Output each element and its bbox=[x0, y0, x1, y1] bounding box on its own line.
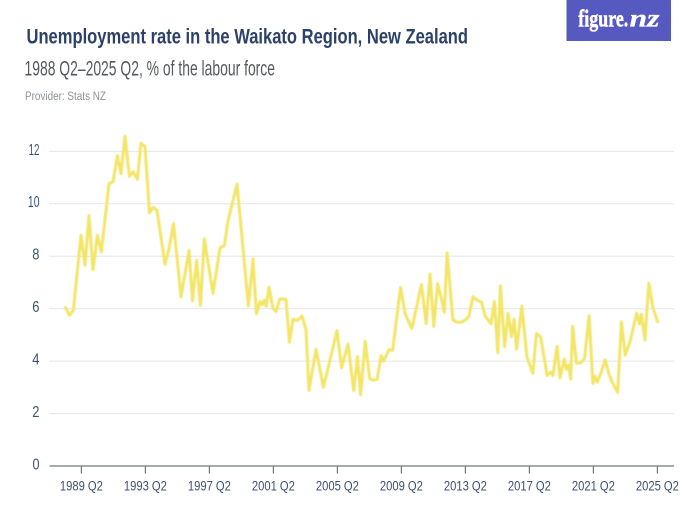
svg-text:figure.: figure. bbox=[578, 7, 628, 33]
svg-text:0: 0 bbox=[33, 456, 40, 473]
svg-text:2021 Q2: 2021 Q2 bbox=[572, 479, 615, 495]
svg-text:nz: nz bbox=[630, 6, 660, 33]
svg-text:2025 Q2: 2025 Q2 bbox=[636, 479, 679, 495]
svg-text:1988 Q2–2025 Q2, % of the labo: 1988 Q2–2025 Q2, % of the labour force bbox=[25, 57, 276, 80]
svg-text:2: 2 bbox=[32, 404, 39, 421]
svg-text:2005 Q2: 2005 Q2 bbox=[316, 479, 359, 495]
svg-text:2009 Q2: 2009 Q2 bbox=[380, 479, 423, 495]
svg-text:4: 4 bbox=[32, 352, 40, 369]
svg-text:6: 6 bbox=[32, 299, 39, 316]
svg-text:8: 8 bbox=[32, 247, 39, 264]
svg-text:10: 10 bbox=[28, 194, 40, 211]
svg-text:1989 Q2: 1989 Q2 bbox=[60, 479, 103, 495]
svg-text:2001 Q2: 2001 Q2 bbox=[252, 479, 295, 495]
svg-text:2017 Q2: 2017 Q2 bbox=[508, 479, 551, 495]
svg-text:12: 12 bbox=[29, 142, 40, 159]
svg-text:Unemployment rate in the Waika: Unemployment rate in the Waikato Region,… bbox=[27, 25, 469, 48]
svg-text:1997 Q2: 1997 Q2 bbox=[188, 479, 231, 495]
svg-text:1993 Q2: 1993 Q2 bbox=[124, 479, 167, 495]
svg-text:2013 Q2: 2013 Q2 bbox=[444, 479, 487, 495]
svg-text:Provider: Stats NZ: Provider: Stats NZ bbox=[25, 91, 106, 103]
